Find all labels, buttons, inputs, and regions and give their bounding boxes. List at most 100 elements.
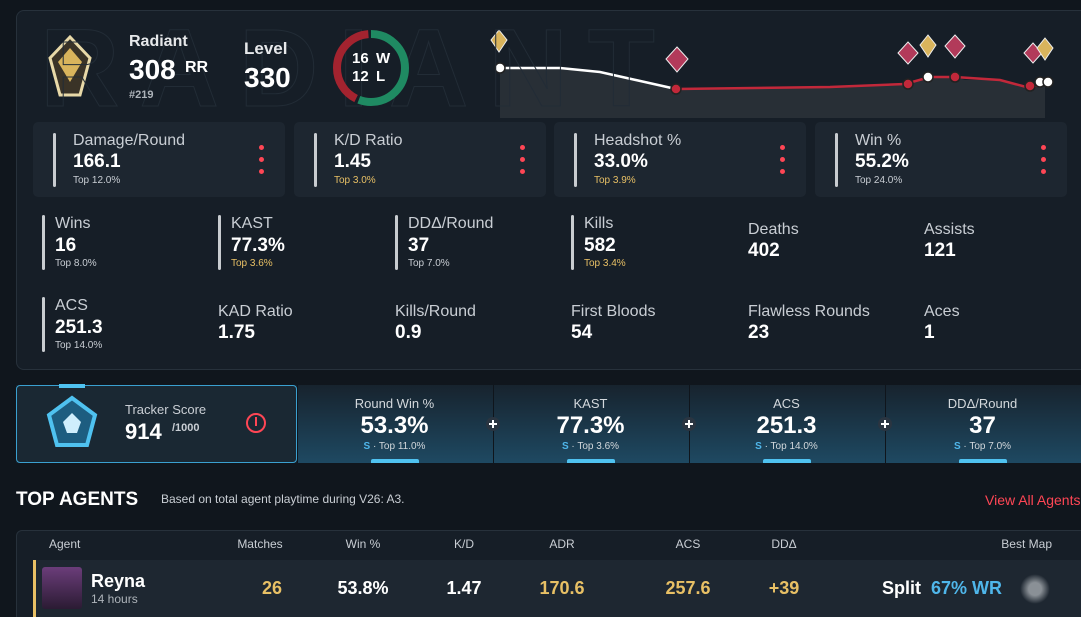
tile-value: 37 xyxy=(969,412,996,439)
ring-arc xyxy=(333,30,409,106)
agent-row[interactable] xyxy=(33,560,1081,617)
tracker-tile xyxy=(689,385,885,463)
rank-name: Radiant xyxy=(129,33,188,50)
best-map: Split xyxy=(882,578,921,598)
tile-rank-line: S · Top 7.0% xyxy=(885,442,1080,452)
stat-label: Damage/Round xyxy=(73,132,186,149)
section-title: TOP AGENTS xyxy=(16,489,139,510)
wins: 16 xyxy=(352,50,369,67)
stat-bar xyxy=(42,215,45,270)
stat-label: Wins xyxy=(55,215,91,232)
tracker-tile xyxy=(493,385,689,463)
stat-label: Deaths xyxy=(748,221,799,238)
stat-value: 166.1 xyxy=(73,151,121,172)
rank-icons xyxy=(490,29,1054,73)
rr-points xyxy=(494,62,1054,95)
agent-time: 14 hours xyxy=(91,592,138,606)
tile-percentile: · Top 3.6% xyxy=(571,441,620,452)
tile-rank-line: S · Top 3.6% xyxy=(493,442,688,452)
menu-dot[interactable] xyxy=(520,157,525,162)
stat-bar xyxy=(835,133,838,187)
agent-acs: 257.6 xyxy=(665,578,711,598)
stat-bar xyxy=(571,215,574,270)
tile-label: ACS xyxy=(773,396,800,411)
tile-indicator xyxy=(567,459,615,463)
info-icon[interactable] xyxy=(246,413,266,433)
menu-dot[interactable] xyxy=(1041,169,1046,174)
tile-rank-line: S · Top 11.0% xyxy=(297,442,492,452)
row-accent xyxy=(33,560,36,617)
tracker-tile xyxy=(297,385,493,463)
plus-v xyxy=(884,420,886,428)
tile-rank: S xyxy=(561,441,569,452)
stat-value: 33.0% xyxy=(594,151,648,172)
stat-percentile: Top 12.0% xyxy=(73,175,121,186)
wins-unit: W xyxy=(376,50,391,67)
stat-label: KAST xyxy=(231,215,273,232)
stat-card xyxy=(294,122,546,197)
stat-value: 1.45 xyxy=(334,151,371,172)
menu-dot[interactable] xyxy=(780,157,785,162)
tile-rank-line: S · Top 14.0% xyxy=(689,442,884,452)
tile-percentile: · Top 11.0% xyxy=(373,441,426,452)
stat-label: Kills/Round xyxy=(395,303,476,320)
stat-value: 37 xyxy=(408,235,430,256)
stat-bar xyxy=(53,133,56,187)
losses: 12 xyxy=(352,68,369,85)
stat-value: 1 xyxy=(924,322,935,343)
tile-label: DDΔ/Round xyxy=(947,396,1018,411)
stat-bar xyxy=(42,297,45,352)
tile-value: 251.3 xyxy=(756,412,817,439)
stat-label: Kills xyxy=(584,215,614,232)
leaderboard-rank: #219 xyxy=(129,89,154,101)
column-header: Win % xyxy=(345,537,381,551)
tile-indicator xyxy=(371,459,419,463)
plus-v xyxy=(492,420,494,428)
menu-dot[interactable] xyxy=(780,169,785,174)
stat-percentile: Top 3.6% xyxy=(231,258,273,269)
tracker-max: /1000 xyxy=(172,422,200,434)
stat-value: 1.75 xyxy=(218,322,255,343)
stat-percentile: Top 14.0% xyxy=(55,340,103,351)
menu-dot[interactable] xyxy=(259,169,264,174)
menu-dot[interactable] xyxy=(520,145,525,150)
stat-value: 23 xyxy=(748,322,770,343)
stat-percentile: Top 8.0% xyxy=(55,258,97,269)
agent-adr: 170.6 xyxy=(539,578,585,598)
stat-percentile: Top 24.0% xyxy=(855,175,903,186)
stat-label: DDΔ/Round xyxy=(408,215,494,232)
menu-dot[interactable] xyxy=(780,145,785,150)
menu-dot[interactable] xyxy=(1041,157,1046,162)
stat-label: Flawless Rounds xyxy=(748,303,870,320)
stat-value: 402 xyxy=(748,240,780,261)
stat-value: 251.3 xyxy=(55,317,103,338)
menu-dot[interactable] xyxy=(520,169,525,174)
menu-dot[interactable] xyxy=(259,157,264,162)
stat-value: 77.3% xyxy=(231,235,285,256)
column-header: K/D xyxy=(453,537,474,551)
rr-line-up xyxy=(500,66,677,91)
stat-label: ACS xyxy=(55,297,88,314)
tile-rank: S xyxy=(755,441,762,452)
watermark: RADIANT xyxy=(40,7,675,130)
level-value: 330 xyxy=(244,62,291,93)
menu-dot[interactable] xyxy=(1041,145,1046,150)
tile-indicator xyxy=(763,459,811,463)
map-icon xyxy=(1020,574,1050,604)
stat-value: 582 xyxy=(584,235,616,256)
stat-card xyxy=(33,122,285,197)
stat-card xyxy=(815,122,1067,197)
rank-badge-core xyxy=(58,48,82,82)
tracker-tile xyxy=(885,385,1081,463)
view-all-link[interactable]: View All Agents xyxy=(985,492,1081,508)
stat-label: Headshot % xyxy=(594,132,682,149)
stat-value: 55.2% xyxy=(855,151,909,172)
ring-arc xyxy=(333,30,409,106)
stat-value: 121 xyxy=(924,240,956,261)
stat-value: 16 xyxy=(55,235,77,256)
column-header: Matches xyxy=(237,537,283,551)
tracker-score: 914 xyxy=(125,419,162,444)
menu-dot[interactable] xyxy=(259,145,264,150)
column-header: ACS xyxy=(675,537,701,551)
